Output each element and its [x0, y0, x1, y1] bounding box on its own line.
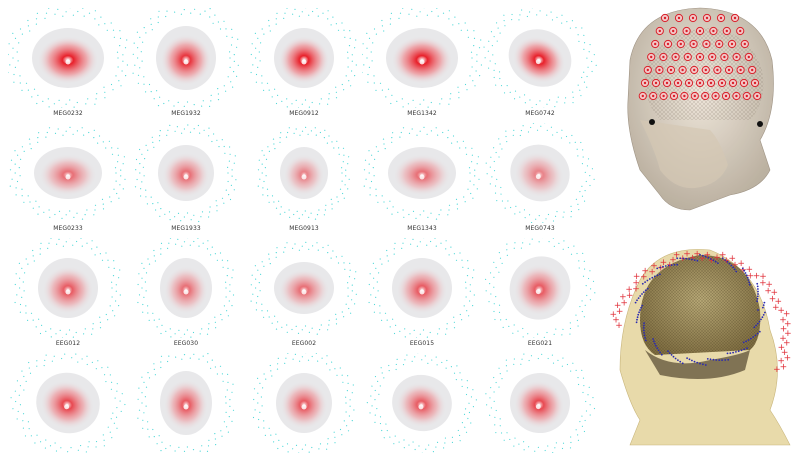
- sensitivity-map-cell: EEG015: [362, 238, 482, 354]
- sensor-label: MEG1343: [362, 225, 482, 232]
- brain-projection-icon: [362, 8, 482, 108]
- sensitivity-map-cell: [362, 353, 482, 469]
- brain-projection-icon: [480, 8, 600, 108]
- sensor-label: MEG0232: [8, 110, 128, 117]
- brain-projection-icon: [126, 8, 246, 108]
- sensitivity-map-cell: MEG1342: [362, 8, 482, 124]
- sensitivity-map-cell: MEG1933: [126, 123, 246, 239]
- sensitivity-map-cell: MEG1932: [126, 8, 246, 124]
- brain-projection-icon: [362, 353, 482, 453]
- brain-projection-icon: [8, 123, 128, 223]
- brain-projection-icon: [8, 353, 128, 453]
- sensitivity-map-cell: MEG0913: [244, 123, 364, 239]
- brain-projection-icon: [8, 8, 128, 108]
- sensor-label: EEG012: [8, 340, 128, 347]
- sensor-label: MEG0742: [480, 110, 600, 117]
- sensitivity-map-cell: MEG0912: [244, 8, 364, 124]
- sensor-label: EEG021: [480, 340, 600, 347]
- sensor-label: MEG0912: [244, 110, 364, 117]
- sensor-label: MEG1933: [126, 225, 246, 232]
- sensitivity-map-cell: [126, 353, 246, 469]
- sensitivity-map-cell: MEG0232: [8, 8, 128, 124]
- brain-projection-icon: [8, 238, 128, 338]
- brain-projection-icon: [362, 238, 482, 338]
- brain-projection-icon: [362, 123, 482, 223]
- sensitivity-map-cell: MEG0742: [480, 8, 600, 124]
- sensitivity-map-cell: MEG1343: [362, 123, 482, 239]
- sensor-label: MEG1342: [362, 110, 482, 117]
- sensitivity-map-cell: MEG0233: [8, 123, 128, 239]
- sensor-label: EEG015: [362, 340, 482, 347]
- sensitivity-map-cell: [480, 353, 600, 469]
- sensitivity-map-cell: EEG002: [244, 238, 364, 354]
- sensor-label: MEG0743: [480, 225, 600, 232]
- sensor-label: MEG0233: [8, 225, 128, 232]
- brain-projection-icon: [126, 353, 246, 453]
- sensitivity-map-cell: [8, 353, 128, 469]
- brain-projection-icon: [480, 353, 600, 453]
- sensitivity-map-cell: MEG0743: [480, 123, 600, 239]
- brain-projection-icon: [244, 238, 364, 338]
- brain-projection-icon: [244, 353, 364, 453]
- eeg-head-model: [600, 0, 800, 220]
- brain-projection-icon: [244, 123, 364, 223]
- sensor-label: EEG030: [126, 340, 246, 347]
- sensitivity-map-cell: EEG021: [480, 238, 600, 354]
- meg-head-model: ++++++++++++++++++++++++++++++++++++++++…: [600, 220, 800, 450]
- brain-projection-icon: [126, 238, 246, 338]
- sensor-label: EEG002: [244, 340, 364, 347]
- brain-projection-icon: [480, 123, 600, 223]
- sensitivity-map-cell: EEG012: [8, 238, 128, 354]
- brain-projection-icon: [244, 8, 364, 108]
- sensitivity-map-cell: [244, 353, 364, 469]
- sensor-plus-marker: +: [773, 365, 781, 375]
- sensitivity-map-cell: EEG030: [126, 238, 246, 354]
- brain-projection-icon: [480, 238, 600, 338]
- brain-projection-icon: [126, 123, 246, 223]
- sensor-label: MEG1932: [126, 110, 246, 117]
- head-models-panel: ++++++++++++++++++++++++++++++++++++++++…: [600, 0, 800, 450]
- sensor-plus-marker: +: [780, 363, 788, 373]
- sensor-label: MEG0913: [244, 225, 364, 232]
